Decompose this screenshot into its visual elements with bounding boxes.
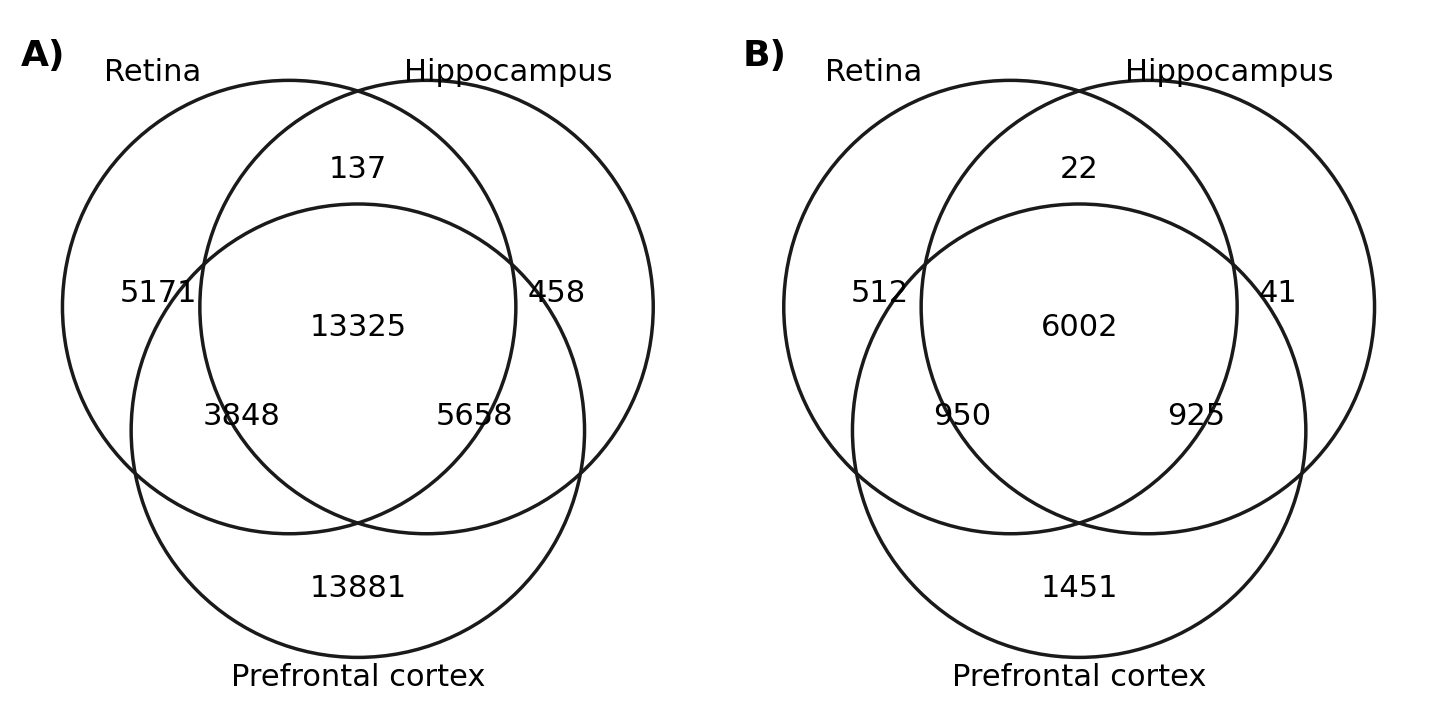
Text: Retina: Retina (825, 58, 923, 87)
Text: 5171: 5171 (119, 279, 197, 308)
Text: 925: 925 (1167, 403, 1224, 432)
Text: 41: 41 (1259, 279, 1298, 308)
Text: 458: 458 (527, 279, 586, 308)
Text: 1451: 1451 (1040, 574, 1118, 603)
Text: Prefrontal cortex: Prefrontal cortex (231, 662, 486, 691)
Text: 6002: 6002 (1040, 313, 1118, 342)
Text: Prefrontal cortex: Prefrontal cortex (951, 662, 1206, 691)
Text: B): B) (743, 39, 786, 73)
Text: 13325: 13325 (309, 313, 407, 342)
Text: Hippocampus: Hippocampus (404, 58, 612, 87)
Text: 22: 22 (1059, 155, 1098, 184)
Text: 137: 137 (329, 155, 387, 184)
Text: 5658: 5658 (435, 403, 513, 432)
Text: 13881: 13881 (309, 574, 407, 603)
Text: 950: 950 (933, 403, 992, 432)
Text: Hippocampus: Hippocampus (1125, 58, 1334, 87)
Text: 3848: 3848 (203, 403, 280, 432)
Text: 512: 512 (851, 279, 910, 308)
Text: A): A) (22, 39, 66, 73)
Text: Retina: Retina (103, 58, 201, 87)
